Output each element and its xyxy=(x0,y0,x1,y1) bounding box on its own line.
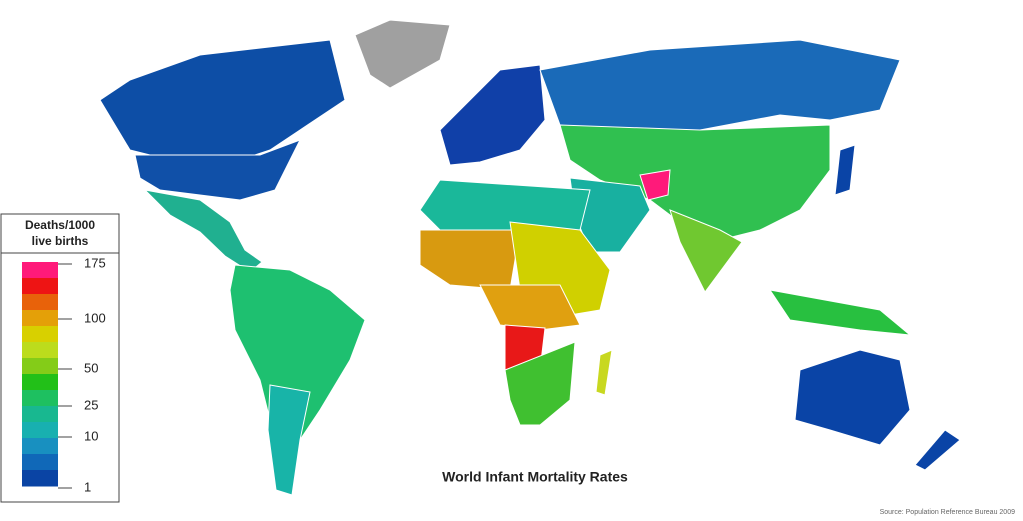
legend-swatch xyxy=(22,454,58,471)
central-africa xyxy=(479,284,581,331)
legend-box xyxy=(0,213,120,503)
west-africa xyxy=(419,229,521,291)
madagascar xyxy=(595,349,613,396)
legend-tick-label: 100 xyxy=(84,310,106,325)
legend-swatch xyxy=(22,278,58,295)
legend-swatch xyxy=(22,262,58,279)
legend-swatch xyxy=(22,326,58,343)
legend-swatch xyxy=(22,342,58,359)
map-title: World Infant Mortality Rates xyxy=(442,469,628,485)
new-zealand xyxy=(914,429,961,471)
afghanistan xyxy=(639,169,671,201)
legend-swatch xyxy=(22,438,58,455)
legend-tick-label: 25 xyxy=(84,397,98,412)
legend-swatch xyxy=(22,310,58,327)
legend-title: Deaths/1000 xyxy=(25,218,95,232)
legend-swatch xyxy=(22,374,58,391)
legend-tick-label: 50 xyxy=(84,360,98,375)
source: Source: Population Reference Bureau 2009 xyxy=(880,509,1016,516)
greenland xyxy=(354,19,451,89)
india xyxy=(669,209,743,293)
legend-swatch xyxy=(22,390,58,407)
legend-swatch xyxy=(22,358,58,375)
japan xyxy=(834,144,856,196)
southern-africa xyxy=(504,341,576,426)
indonesia xyxy=(768,289,912,336)
australia xyxy=(794,349,911,446)
legend-swatch xyxy=(22,470,58,487)
countries xyxy=(99,19,961,496)
legend-swatch xyxy=(22,294,58,311)
legend-swatch xyxy=(22,406,58,423)
central-asia xyxy=(559,124,831,241)
legend: Deaths/1000 live births 175 100 50 25 10 1 xyxy=(0,213,120,503)
legend-tick-label: 1 xyxy=(84,479,91,494)
legend-tick-label: 175 xyxy=(84,255,106,270)
legend-swatch xyxy=(22,422,58,439)
legend-title: live births xyxy=(32,234,89,248)
usa xyxy=(134,139,302,201)
southern-cone xyxy=(267,384,311,496)
canada xyxy=(99,39,346,161)
legend-tick-label: 10 xyxy=(84,428,98,443)
europe xyxy=(439,64,546,166)
